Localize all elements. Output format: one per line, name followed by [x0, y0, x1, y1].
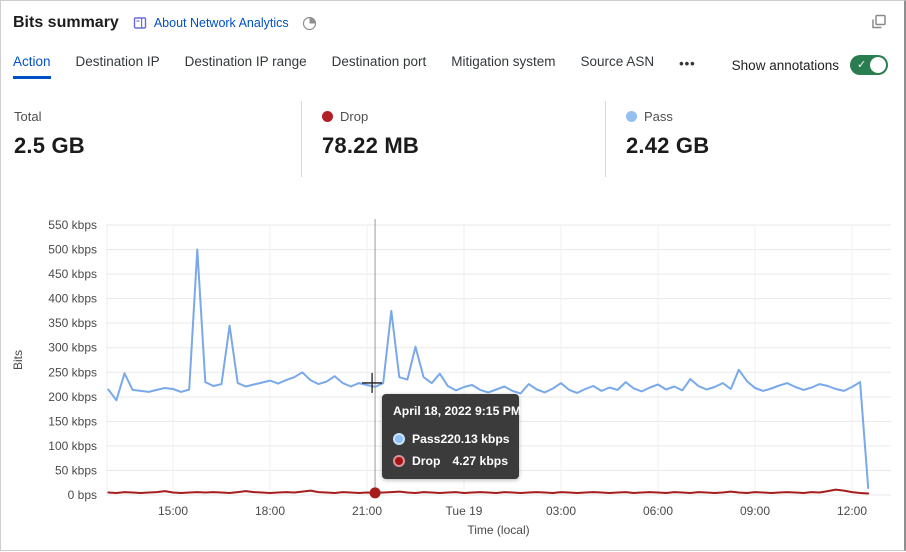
svg-text:06:00: 06:00 [643, 504, 673, 518]
stat-pass-value: 2.42 GB [626, 133, 710, 158]
svg-text:Bits: Bits [11, 350, 25, 370]
summary-stats-row: Total 2.5 GB Drop 78.22 MB Pass 2.42 GB [1, 101, 904, 177]
tooltip-pass-label: Pass [412, 432, 441, 446]
dimension-tabbar: Action Destination IP Destination IP ran… [13, 54, 888, 79]
stat-drop: Drop 78.22 MB [301, 101, 605, 177]
expand-panel-icon[interactable] [870, 13, 888, 31]
tab-destination-port[interactable]: Destination port [331, 54, 427, 69]
svg-text:550 kbps: 550 kbps [48, 218, 97, 232]
drop-legend-dot [322, 111, 333, 122]
svg-text:200 kbps: 200 kbps [48, 390, 97, 404]
svg-text:03:00: 03:00 [546, 504, 576, 518]
more-tabs-ellipsis-icon[interactable]: ••• [679, 56, 696, 71]
svg-text:50 kbps: 50 kbps [55, 463, 97, 477]
show-annotations-label: Show annotations [731, 57, 839, 73]
svg-text:Tue 19: Tue 19 [446, 504, 483, 518]
svg-text:150 kbps: 150 kbps [48, 414, 97, 428]
svg-text:15:00: 15:00 [158, 504, 188, 518]
drop-dot-icon [393, 455, 405, 467]
stat-pass-label: Pass [644, 109, 673, 124]
show-annotations-control: Show annotations ✓ [732, 54, 888, 75]
svg-text:09:00: 09:00 [740, 504, 770, 518]
tooltip-pass-value: 220.13 kbps [440, 432, 510, 446]
stat-drop-label: Drop [340, 109, 369, 124]
svg-text:0 bps: 0 bps [68, 488, 97, 502]
tooltip-drop-label: Drop [412, 454, 441, 468]
tooltip-timestamp: April 18, 2022 9:15 PM [393, 404, 522, 418]
tab-action[interactable]: Action [13, 54, 51, 79]
stat-pass: Pass 2.42 GB [605, 101, 904, 177]
book-icon [133, 16, 147, 30]
page-title: Bits summary [13, 14, 119, 31]
svg-text:12:00: 12:00 [837, 504, 867, 518]
svg-text:450 kbps: 450 kbps [48, 267, 97, 281]
about-network-analytics-link[interactable]: About Network Analytics [153, 16, 289, 30]
tab-mitigation-system[interactable]: Mitigation system [451, 54, 556, 69]
chart-tooltip: April 18, 2022 9:15 PM Pass 220.13 kbps … [382, 394, 522, 479]
svg-text:100 kbps: 100 kbps [48, 439, 97, 453]
svg-text:18:00: 18:00 [255, 504, 285, 518]
clock-pie-icon[interactable] [302, 16, 317, 31]
stat-total-value: 2.5 GB [14, 133, 85, 158]
svg-text:300 kbps: 300 kbps [48, 341, 97, 355]
stat-drop-value: 78.22 MB [322, 133, 419, 158]
pass-legend-dot [626, 111, 637, 122]
svg-text:250 kbps: 250 kbps [48, 365, 97, 379]
show-annotations-toggle[interactable]: ✓ [850, 55, 888, 75]
svg-text:400 kbps: 400 kbps [48, 292, 97, 306]
svg-text:500 kbps: 500 kbps [48, 243, 97, 257]
check-icon: ✓ [857, 58, 867, 71]
stat-total: Total 2.5 GB [1, 101, 301, 177]
panel-header: Bits summary About Network Analytics [13, 14, 317, 32]
tab-source-asn[interactable]: Source ASN [580, 54, 655, 69]
svg-text:21:00: 21:00 [352, 504, 382, 518]
toggle-knob [870, 57, 886, 73]
svg-text:350 kbps: 350 kbps [48, 316, 97, 330]
tooltip-row-pass: Pass 220.13 kbps [393, 432, 510, 446]
pass-dot-icon [393, 433, 405, 445]
stat-total-label: Total [14, 109, 42, 124]
tab-destination-ip-range[interactable]: Destination IP range [184, 54, 307, 69]
tooltip-drop-value: 4.27 kbps [452, 454, 508, 468]
tooltip-row-drop: Drop 4.27 kbps [393, 454, 508, 468]
tab-destination-ip[interactable]: Destination IP [75, 54, 160, 69]
svg-text:Time (local): Time (local) [467, 523, 529, 537]
